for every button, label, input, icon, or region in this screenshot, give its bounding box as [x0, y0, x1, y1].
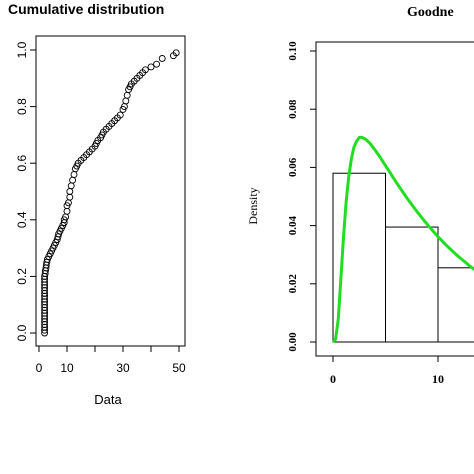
density-curve	[331, 135, 474, 344]
density-y-axis: 0.00 0.02 0.04 0.06 0.08 0.10	[287, 41, 316, 352]
density-y-tick-label: 0.00	[287, 332, 299, 352]
cdf-point	[122, 97, 130, 105]
histogram-bar	[385, 226, 439, 343]
cdf-y-tick-label: 0.4	[15, 211, 29, 228]
cdf-plot-frame	[35, 35, 186, 347]
cdf-x-tick-label: 10	[60, 361, 74, 375]
cdf-point	[116, 111, 124, 119]
density-x-tick-label: 0	[330, 372, 336, 386]
cdf-point	[69, 176, 77, 184]
cdf-point	[147, 63, 155, 71]
cdf-point	[172, 49, 180, 57]
density-y-tick-label: 0.10	[287, 41, 299, 61]
density-y-label: Density	[246, 187, 260, 224]
density-y-tick-label: 0.08	[287, 99, 299, 119]
cdf-point	[70, 171, 78, 178]
density-y-tick-label: 0.04	[287, 215, 299, 235]
density-y-tick-label: 0.06	[287, 157, 299, 177]
cdf-point	[67, 182, 75, 190]
cdf-x-tick-label: 30	[116, 361, 130, 375]
cdf-points	[41, 49, 180, 337]
cdf-x-tick-label: 0	[36, 361, 43, 375]
density-panel: Goodne 0.00 0.02 0.04 0.06 0.08 0.10 0 10 Dens…	[246, 5, 474, 386]
cdf-x-label: Data	[94, 392, 122, 407]
cdf-point	[66, 193, 74, 201]
cdf-y-tick-label: 0.6	[15, 155, 29, 172]
cdf-panel: Cumulative distribution 0.0 0.2 0.4 0.6 0.8 1…	[8, 1, 186, 407]
cdf-y-tick-label: 0.8	[15, 98, 29, 115]
cdf-point	[158, 55, 166, 62]
density-histogram	[332, 172, 474, 343]
cdf-point	[153, 60, 161, 68]
cdf-point	[63, 207, 71, 215]
cdf-x-tick-label: 50	[172, 361, 186, 375]
density-title: Goodne	[407, 5, 454, 20]
cdf-x-axis: 0 10 30 50	[36, 346, 186, 375]
cdf-title: Cumulative distribution	[8, 1, 164, 17]
cdf-y-tick-label: 0.2	[15, 268, 29, 285]
density-x-tick-label: 10	[432, 372, 444, 386]
cdf-point	[141, 66, 149, 74]
density-y-tick-label: 0.02	[287, 274, 299, 294]
cdf-point	[123, 91, 131, 99]
cdf-y-tick-label: 0.0	[15, 324, 29, 341]
cdf-y-axis: 0.0 0.2 0.4 0.6 0.8 1.0	[15, 41, 36, 341]
histogram-bar	[437, 267, 474, 343]
density-plot-frame	[315, 41, 474, 357]
cdf-point	[66, 188, 74, 195]
density-x-axis: 0 10	[330, 356, 444, 386]
cdf-y-tick-label: 1.0	[15, 41, 29, 58]
